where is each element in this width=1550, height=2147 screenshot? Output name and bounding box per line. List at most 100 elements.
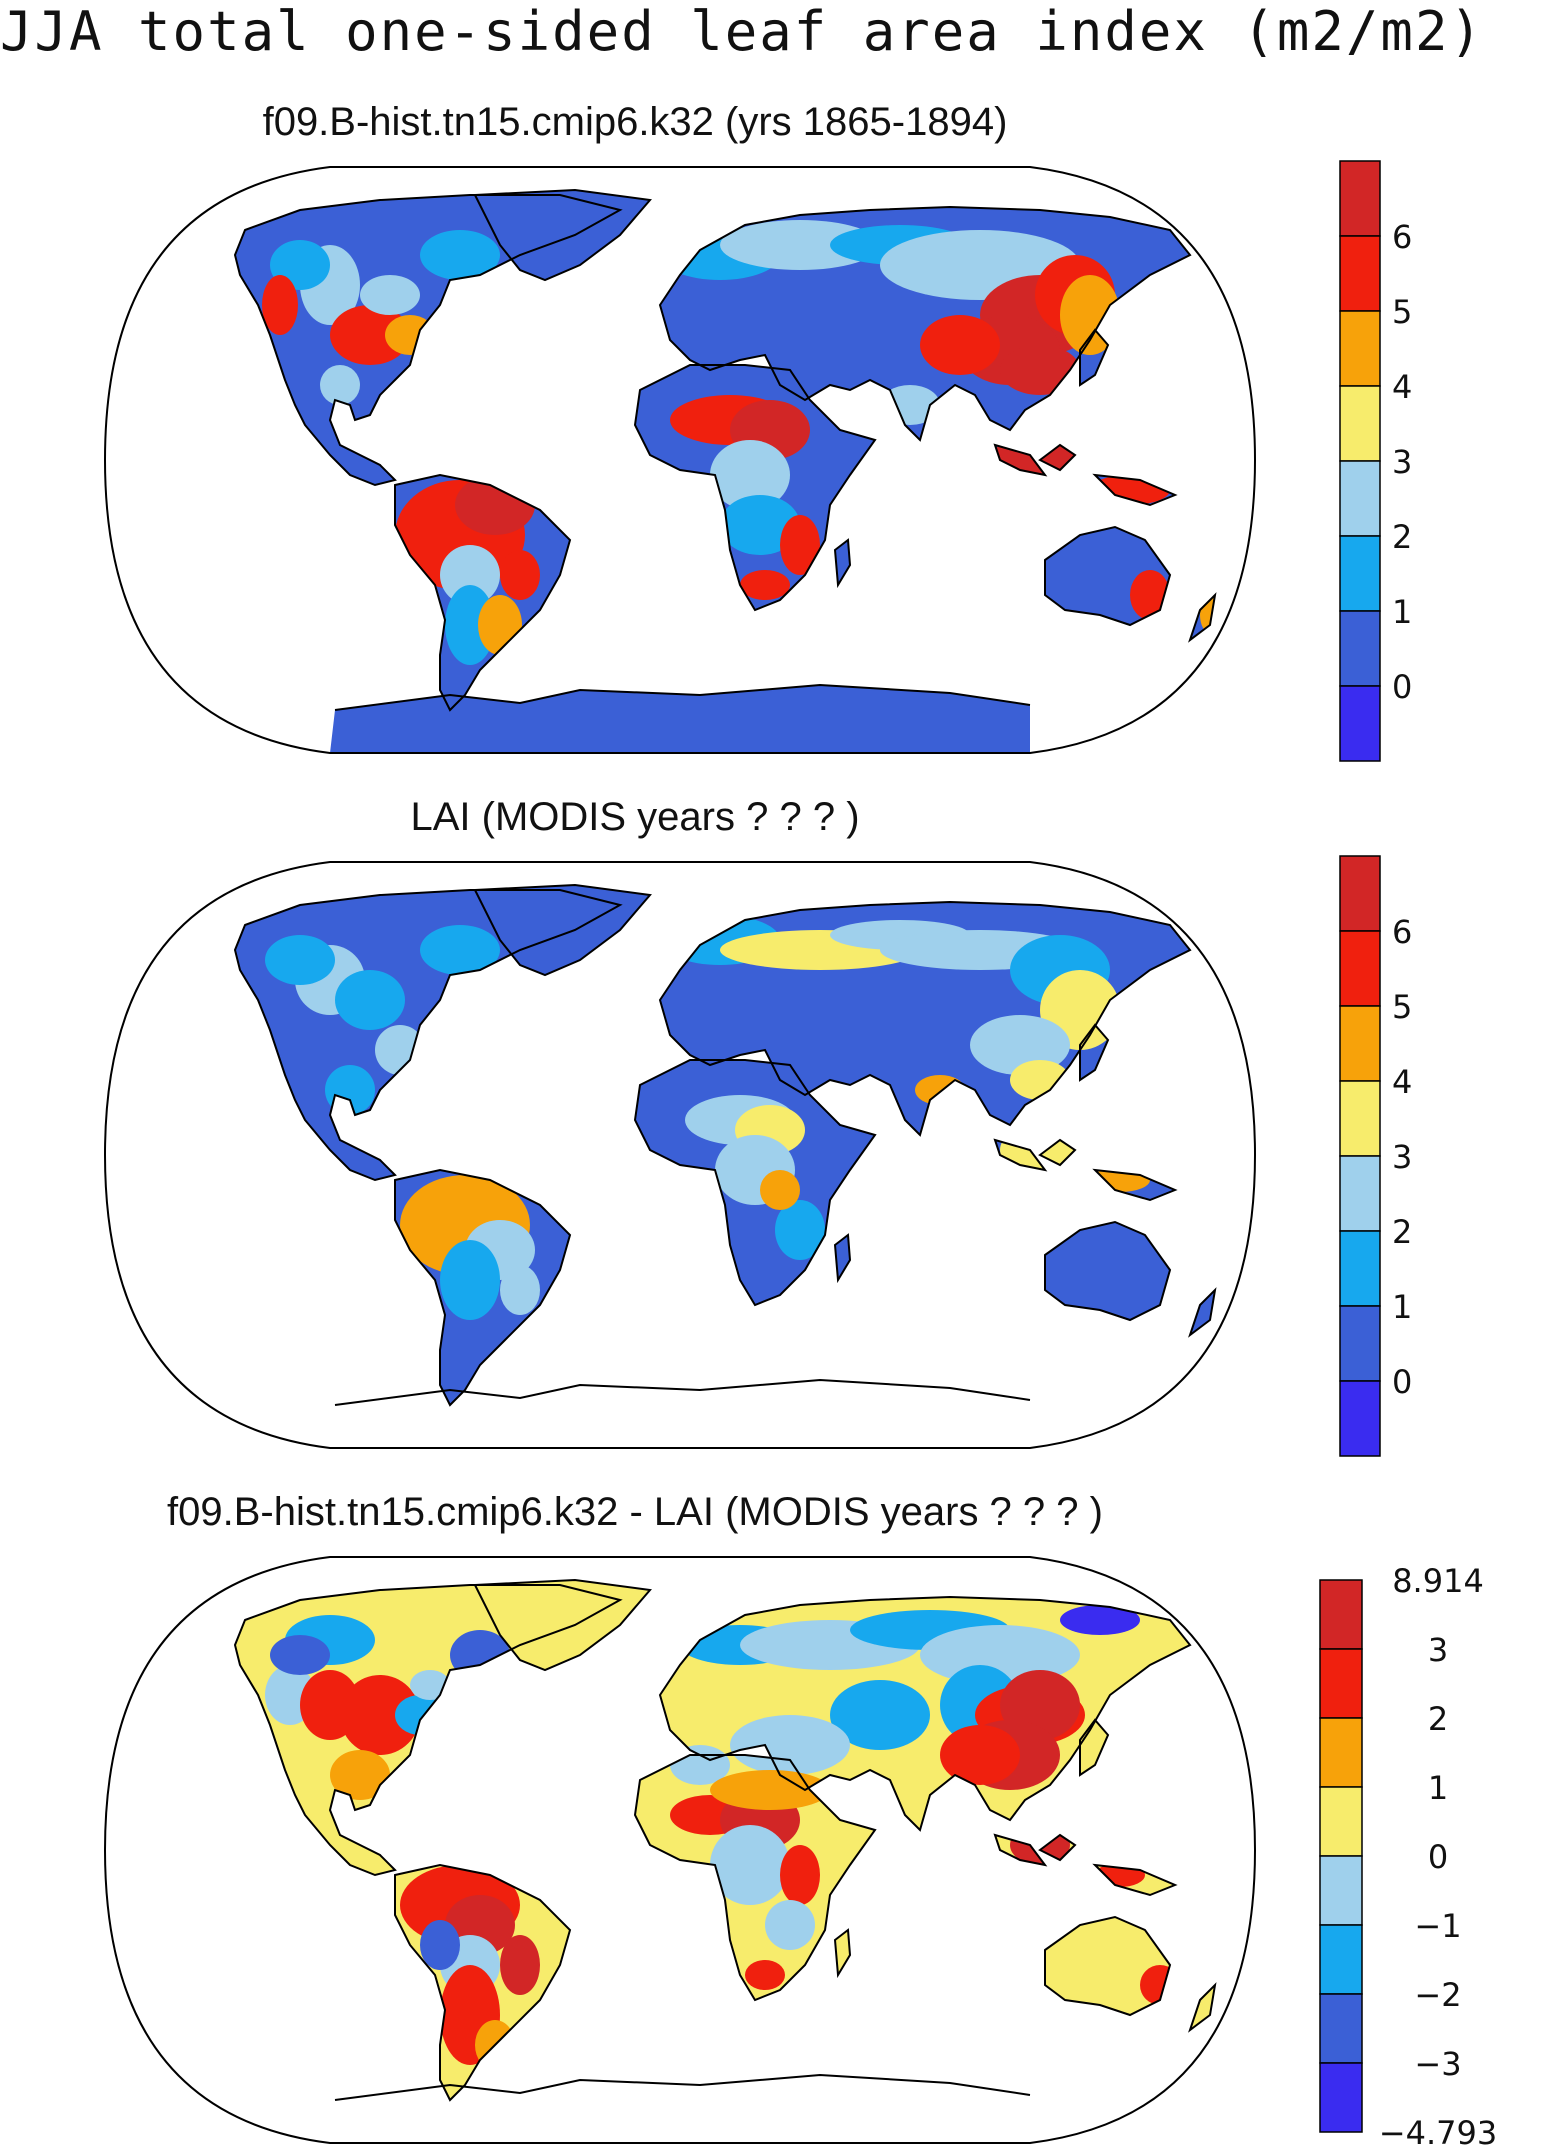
colorbar-label: 1 (1392, 1288, 1412, 1326)
coastline-australia (1044, 1915, 1172, 2017)
coastline-antarctica (334, 1378, 1031, 1406)
coastline-greenland (473, 1578, 652, 1672)
coastline-indonesia1 (993, 443, 1048, 477)
value-region (710, 440, 790, 510)
colorbar-box (1339, 385, 1381, 462)
colorbar-box (1319, 1924, 1363, 1995)
colorbar-label: 2 (1392, 518, 1412, 556)
coastlines (233, 883, 1217, 1407)
coastline-samerica (394, 473, 572, 712)
value-region (970, 1015, 1070, 1075)
colorbar-label: −2 (1414, 1976, 1461, 2014)
value-region (440, 545, 500, 605)
coastline-japan (1079, 1023, 1110, 1082)
value-region (335, 970, 405, 1030)
panel-2-map: 6 5 4 3 2 1 0 (103, 855, 1412, 1457)
value-region (420, 230, 500, 280)
colorbar: 6 5 4 3 2 1 0 (1339, 160, 1412, 762)
colorbar-box (1319, 1855, 1363, 1926)
colorbar-box (1339, 1230, 1381, 1307)
coastline-eurasia (658, 900, 1192, 1137)
panel-1-map: 6 5 4 3 2 1 0 (103, 160, 1412, 762)
value-region (745, 1960, 785, 1990)
coastline-namerica (233, 889, 623, 1182)
value-region (780, 1845, 820, 1905)
colorbar-label: −1 (1414, 1907, 1461, 1945)
coastline-madagascar (833, 1233, 852, 1284)
colorbar-box (1339, 235, 1381, 312)
colorbar-label: 5 (1392, 293, 1412, 331)
value-region (500, 1265, 540, 1315)
panel-2-title: LAI (MODIS years ? ? ? ) (410, 795, 860, 839)
coastline-australia (1044, 525, 1172, 627)
map-frame (103, 861, 1257, 1449)
coastline-samerica (394, 1168, 572, 1407)
value-region (330, 1750, 390, 1800)
value-region (920, 315, 1000, 375)
value-region (780, 515, 820, 575)
coastline-indonesia1 (993, 1833, 1048, 1867)
coastline-newzealand (1188, 1982, 1217, 2033)
value-region (710, 1825, 790, 1905)
value-region (765, 1900, 815, 1950)
value-region (440, 1240, 500, 1320)
value-region (775, 1200, 825, 1260)
colorbar-box (1339, 610, 1381, 687)
colorbar-box (1319, 1993, 1363, 2064)
colorbar-label: 6 (1392, 913, 1412, 951)
coastline-africa (633, 364, 877, 612)
coastlines (233, 1578, 1217, 2102)
value-region (360, 275, 420, 315)
coastline-madagascar (833, 538, 852, 589)
value-region (740, 570, 790, 600)
colorbar-box (1339, 1380, 1381, 1457)
map-frame (103, 166, 1257, 754)
value-region (760, 1170, 800, 1210)
colorbar-box (1339, 535, 1381, 612)
value-region (340, 1675, 420, 1755)
colorbar-label: 0 (1428, 1838, 1448, 1876)
value-region (265, 935, 335, 985)
value-region (420, 925, 500, 975)
coastline-australia (1044, 1220, 1172, 1322)
value-region (720, 220, 880, 270)
colorbar-label: 1 (1392, 593, 1412, 631)
colorbar-box (1339, 1005, 1381, 1082)
colorbar-box (1339, 310, 1381, 387)
colorbar-box (1319, 1579, 1363, 1650)
value-region (500, 550, 540, 600)
map-frame (103, 1556, 1257, 2144)
value-region (445, 585, 495, 665)
coastline-greenland (473, 883, 652, 977)
coastline-samerica (394, 1863, 572, 2102)
coastline-newguinea (1092, 1168, 1178, 1202)
colorbar: 8.914 3 2 1 0 −1 −2 −3 −4.793 (1319, 1562, 1497, 2147)
coastline-antarctica (334, 683, 1031, 711)
coastlines (233, 188, 1217, 712)
colorbar-label: 8.914 (1392, 1562, 1484, 1600)
colorbar-box (1339, 160, 1381, 237)
colorbar-box (1319, 1717, 1363, 1788)
colorbar-label: 2 (1428, 1700, 1448, 1738)
colorbar-label: 6 (1392, 218, 1412, 256)
coastline-madagascar (833, 1928, 852, 1979)
colorbar-box (1339, 930, 1381, 1007)
coastline-japan (1079, 328, 1110, 387)
panel-3-map: 8.914 3 2 1 0 −1 −2 −3 −4.793 (103, 1556, 1497, 2147)
coastline-indonesia2 (1038, 443, 1077, 472)
colorbar-label: 0 (1392, 1363, 1412, 1401)
coastline-antarctica (334, 2073, 1031, 2101)
coastline-greenland (473, 188, 652, 282)
colorbar-label: −3 (1414, 2045, 1461, 2083)
value-region (262, 275, 298, 335)
panel-3-title: f09.B-hist.tn15.cmip6.k32 - LAI (MODIS y… (167, 1490, 1103, 1534)
coastline-africa (633, 1754, 877, 2002)
colorbar-box (1319, 1786, 1363, 1857)
colorbar-box (1339, 460, 1381, 537)
colorbar-box (1339, 685, 1381, 762)
coastline-eurasia (658, 1595, 1192, 1832)
coastline-eurasia (658, 205, 1192, 442)
colorbar-box (1319, 1648, 1363, 1719)
value-region (710, 1770, 830, 1810)
colorbar: 6 5 4 3 2 1 0 (1339, 855, 1412, 1457)
